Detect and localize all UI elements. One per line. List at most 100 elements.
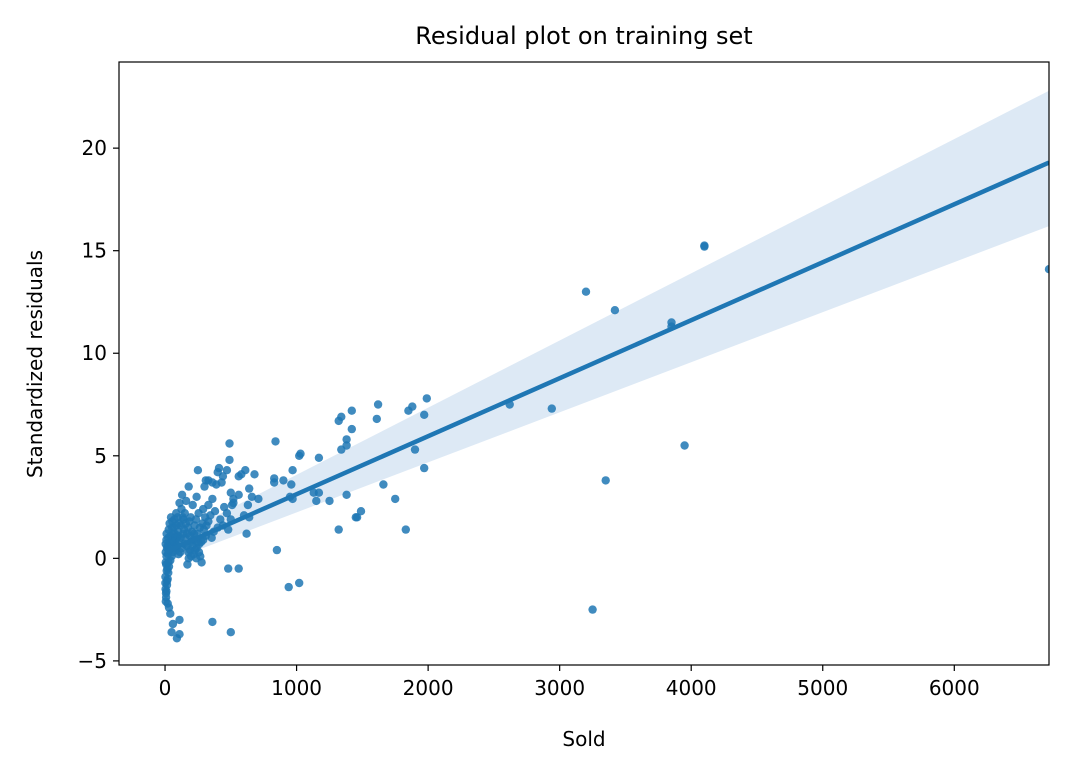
data-point	[245, 484, 254, 493]
y-tick-label: 5	[94, 444, 107, 468]
data-point	[1044, 265, 1049, 274]
data-point	[222, 466, 232, 475]
y-tick-label: 20	[82, 136, 107, 160]
data-point	[270, 478, 279, 487]
data-point	[422, 394, 431, 403]
data-point	[162, 576, 172, 586]
data-point	[202, 521, 211, 530]
data-point	[334, 525, 343, 534]
data-point	[288, 466, 297, 475]
x-axis-label: Sold	[562, 727, 605, 751]
data-point	[334, 416, 343, 426]
data-point	[208, 494, 217, 504]
y-tick-label: 15	[82, 239, 107, 263]
data-point	[296, 449, 305, 458]
data-point	[284, 582, 293, 592]
data-point	[601, 476, 610, 485]
data-point	[226, 488, 235, 497]
data-point	[588, 605, 597, 614]
x-tick-label: 2000	[403, 676, 454, 700]
data-point	[372, 414, 381, 424]
data-point	[342, 435, 351, 444]
data-point	[314, 453, 324, 462]
data-point	[295, 578, 304, 588]
y-tick-label: −5	[78, 649, 107, 673]
data-point	[250, 470, 259, 479]
data-point	[181, 496, 191, 506]
data-point	[172, 521, 181, 530]
data-point	[279, 476, 288, 485]
data-point	[312, 496, 321, 506]
data-point	[225, 439, 234, 448]
plot-frame	[118, 61, 1050, 666]
x-tick-label: 4000	[666, 676, 717, 700]
data-point	[225, 455, 234, 465]
data-point	[229, 498, 238, 508]
data-point	[175, 615, 184, 625]
x-tick-label: 1000	[271, 676, 322, 700]
data-point	[420, 463, 429, 473]
data-point	[347, 424, 356, 434]
data-point	[547, 404, 556, 413]
data-point	[224, 564, 233, 573]
data-point	[168, 619, 178, 629]
x-tick-label: 0	[159, 676, 172, 700]
data-point	[216, 515, 225, 524]
data-point	[700, 241, 709, 250]
x-tick-label: 6000	[929, 676, 980, 700]
data-point	[610, 306, 620, 315]
data-point	[183, 560, 192, 569]
regression-line	[164, 160, 1049, 555]
data-point	[391, 494, 400, 504]
data-point	[164, 558, 173, 567]
data-point	[243, 500, 253, 510]
data-point	[351, 513, 360, 522]
data-point	[226, 628, 235, 637]
y-axis-label: Standardized residuals	[23, 250, 47, 478]
data-point	[401, 525, 410, 534]
data-point	[337, 445, 346, 454]
data-point	[234, 472, 243, 481]
x-tick-label: 3000	[534, 676, 585, 700]
data-point	[325, 496, 334, 506]
data-point	[379, 480, 388, 489]
data-point	[210, 507, 220, 516]
data-point	[581, 287, 591, 296]
data-point	[208, 617, 217, 627]
data-point	[177, 490, 187, 499]
data-point	[373, 400, 383, 409]
data-point	[247, 492, 257, 501]
chart-title: Residual plot on training set	[415, 22, 752, 50]
data-point	[220, 502, 229, 512]
data-point	[161, 589, 171, 598]
data-point	[194, 509, 203, 518]
data-point	[207, 533, 216, 542]
data-point	[188, 500, 197, 510]
data-point	[167, 628, 176, 637]
y-tick-label: 0	[94, 546, 107, 570]
data-point	[404, 406, 413, 415]
data-point	[254, 494, 263, 504]
data-point	[200, 482, 209, 491]
data-point	[271, 437, 280, 446]
data-point	[287, 480, 296, 489]
data-point	[342, 490, 351, 499]
data-point	[192, 492, 201, 501]
data-point	[314, 488, 324, 497]
data-point	[181, 519, 190, 528]
data-point	[234, 564, 243, 573]
data-point	[172, 634, 182, 643]
data-point	[680, 441, 689, 450]
data-point	[356, 507, 366, 516]
data-point	[242, 529, 251, 538]
y-tick-label: 10	[82, 341, 107, 365]
data-point	[410, 445, 420, 454]
data-point	[184, 482, 193, 491]
data-point	[420, 410, 429, 419]
data-point	[177, 504, 186, 514]
data-point	[197, 558, 206, 567]
data-point	[272, 545, 282, 555]
data-point	[213, 468, 222, 477]
